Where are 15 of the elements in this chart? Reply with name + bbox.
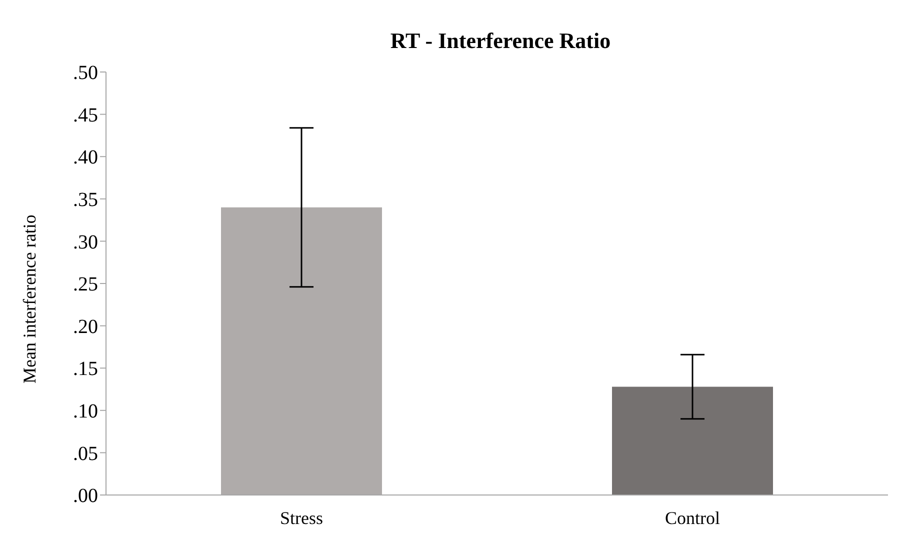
y-tick-label: .30 [73, 231, 98, 254]
x-tick-label: Control [664, 508, 720, 528]
y-tick-label: .40 [73, 146, 98, 169]
y-tick-label: .45 [73, 104, 98, 126]
y-tick-label: .00 [73, 485, 98, 508]
y-axis-title: Mean interference ratio [19, 214, 40, 384]
y-tick-label: .10 [73, 400, 98, 422]
y-tick-label: .15 [73, 358, 98, 380]
y-tick-label: .20 [73, 316, 98, 338]
chart-title: RT - Interference Ratio [389, 28, 612, 54]
y-tick-label: .25 [73, 274, 98, 296]
y-tick-label: .05 [73, 442, 98, 465]
x-tick-label: Stress [280, 508, 324, 528]
y-tick-label: .50 [73, 62, 98, 84]
y-tick-label: .35 [73, 189, 98, 211]
